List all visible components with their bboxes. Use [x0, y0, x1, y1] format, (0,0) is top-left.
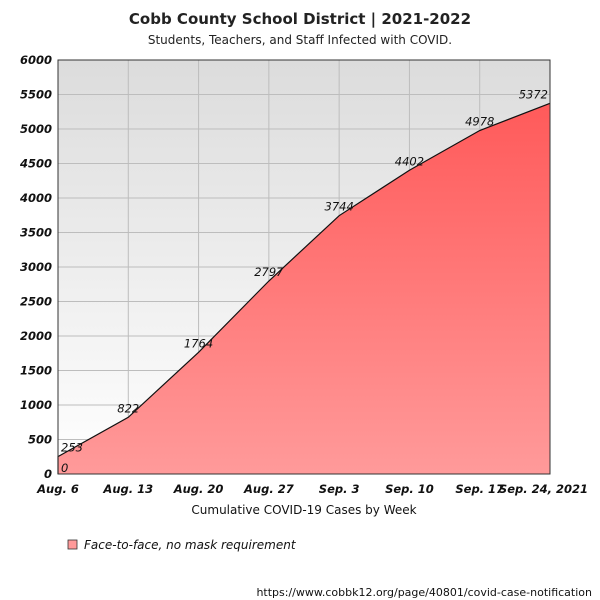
- data-label: 5372: [519, 87, 548, 101]
- x-tick-label: Aug. 6: [36, 482, 79, 496]
- data-label: 4978: [465, 115, 494, 129]
- area-fill: [58, 103, 550, 474]
- y-tick-label: 4000: [19, 191, 52, 205]
- y-tick-label: 0: [44, 467, 52, 481]
- y-tick-label: 1000: [20, 398, 52, 412]
- plot-border: [57, 59, 551, 475]
- source-url[interactable]: https://www.cobbk12.org/page/40801/covid…: [256, 586, 592, 599]
- x-tick-label: Aug. 20: [173, 482, 224, 496]
- data-label: 4402: [395, 154, 424, 168]
- data-label: 822: [117, 401, 139, 415]
- legend-label: Face-to-face, no mask requirement: [84, 538, 297, 552]
- x-tick-label: Aug. 13: [102, 482, 153, 496]
- data-labels: 0 253 822 1764 2797 3744 4402 4978 5372: [61, 87, 548, 475]
- y-tick-label: 3000: [20, 260, 52, 274]
- x-tick-label: Sep. 17: [455, 482, 504, 496]
- area-series: [57, 102, 551, 474]
- y-tick-label: 500: [28, 433, 52, 447]
- data-label: 3744: [325, 200, 354, 214]
- y-tick-label: 3500: [20, 226, 52, 240]
- y-tick-label: 4500: [19, 157, 52, 171]
- y-tick-label: 2500: [20, 295, 52, 309]
- y-tick-label: 5500: [20, 88, 52, 102]
- data-label: 2797: [254, 265, 284, 279]
- y-tick-label: 6000: [20, 53, 52, 67]
- y-tick-label: 2000: [20, 329, 52, 343]
- chart-title: Cobb County School District | 2021-2022: [129, 10, 471, 29]
- legend-swatch: [67, 539, 78, 550]
- x-axis-label: Cumulative COVID-19 Cases by Week: [191, 503, 416, 517]
- chart-subtitle: Students, Teachers, and Staff Infected w…: [148, 33, 452, 47]
- y-axis: 0 500 1000 1500 2000 2500 3000 3500 4000 4500 5000…: [19, 53, 52, 481]
- y-tick-label: 5000: [20, 122, 52, 136]
- data-label: 253: [61, 441, 83, 455]
- data-label: 0: [61, 461, 68, 475]
- x-tick-label: Aug. 27: [243, 482, 294, 496]
- y-tick-label: 1500: [20, 364, 52, 378]
- legend[interactable]: Face-to-face, no mask requirement: [67, 538, 297, 552]
- x-tick-label: Sep. 3: [319, 482, 360, 496]
- x-axis: Aug. 6 Aug. 13 Aug. 20 Aug. 27 Sep. 3 Sep. 10…: [36, 482, 588, 496]
- data-label: 1764: [184, 336, 213, 350]
- x-tick-label: Sep. 10: [385, 482, 434, 496]
- x-tick-label: Sep. 24, 2021: [499, 482, 588, 496]
- area-line: [57, 102, 551, 474]
